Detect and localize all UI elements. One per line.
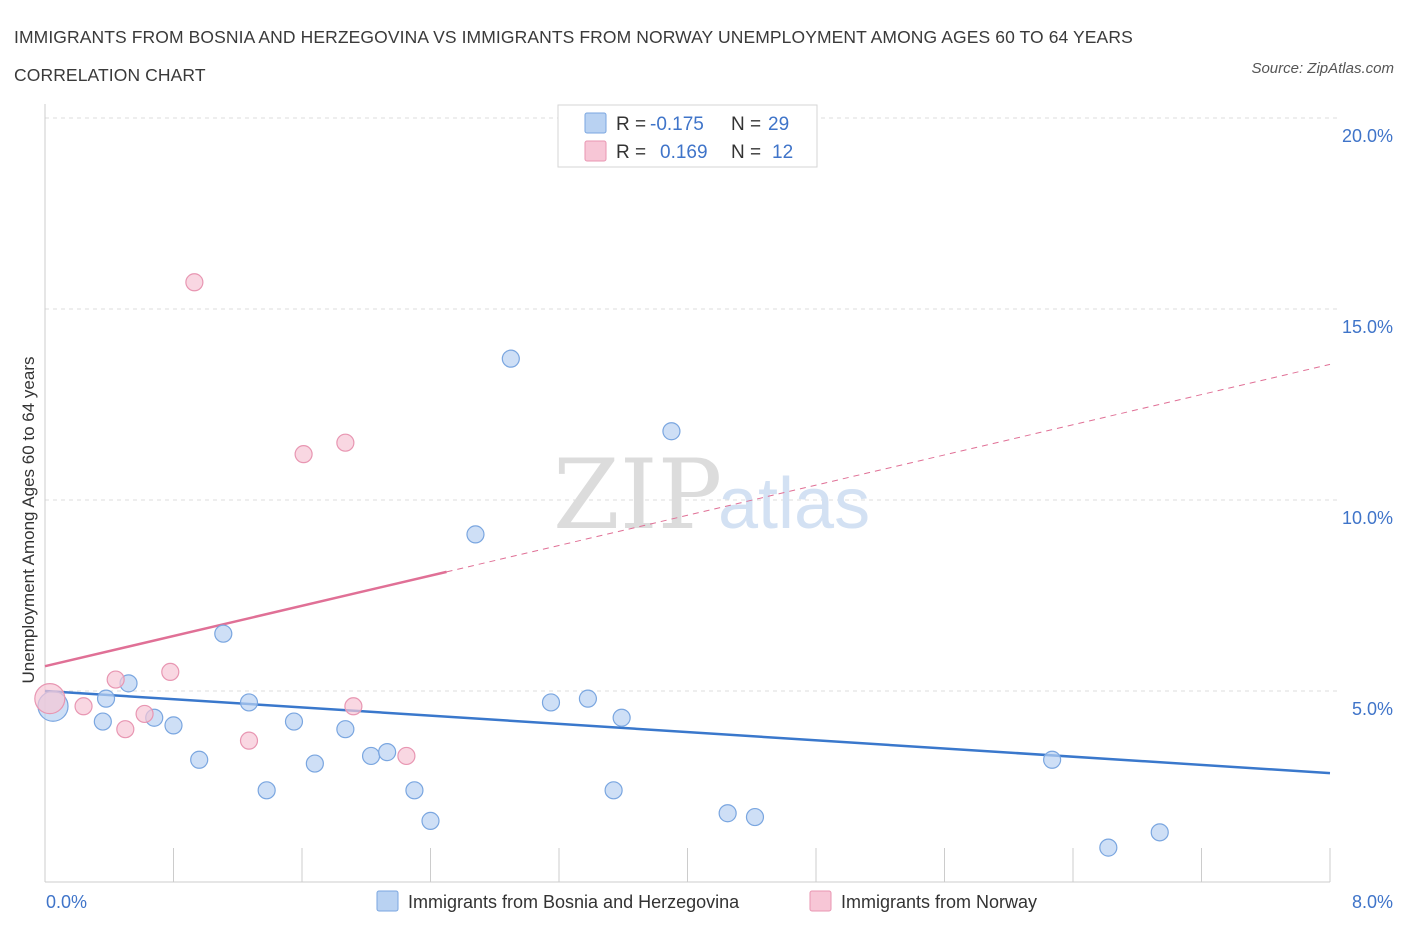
trend-line-norway-dashed <box>446 363 1331 573</box>
point-bosnia-16 <box>421 811 440 830</box>
x-tick-labels: 0.0% 8.0% <box>46 892 1393 912</box>
point-bosnia-17 <box>466 525 485 544</box>
y-axis-title: Unemployment Among Ages 60 to 64 years <box>19 357 38 684</box>
y-tick-label-1: 10.0% <box>1342 508 1393 528</box>
series-legend-label-norway[interactable]: Immigrants from Norway <box>841 892 1037 912</box>
series-legend-swatch-bosnia[interactable] <box>376 890 399 912</box>
point-bosnia-28 <box>1150 823 1169 842</box>
point-bosnia-1 <box>96 689 116 708</box>
stats-legend: R = -0.175 N = 29 R = 0.169 N = 12 <box>557 104 818 168</box>
point-bosnia-21 <box>604 781 623 800</box>
point-norway-3 <box>135 704 154 724</box>
grid-lines <box>45 117 1340 692</box>
point-norway-1 <box>74 697 93 716</box>
data-points <box>34 273 1169 857</box>
source-credit: Source: ZipAtlas.com <box>1251 60 1394 77</box>
point-norway-9 <box>344 697 363 716</box>
chart-title: IMMIGRANTS FROM BOSNIA AND HERZEGOVINA V… <box>14 27 1133 85</box>
point-bosnia-25 <box>745 807 765 827</box>
legend-n-label-norway: N = <box>731 142 761 163</box>
point-norway-8 <box>336 433 355 452</box>
trend-line-norway-solid <box>44 570 447 668</box>
point-norway-4 <box>161 662 180 682</box>
point-bosnia-22 <box>612 708 631 727</box>
point-bosnia-20 <box>578 689 598 708</box>
x-tick-label-1: 8.0% <box>1352 892 1393 912</box>
point-bosnia-13 <box>361 746 381 766</box>
legend-r-label-norway: R = <box>616 142 646 163</box>
point-bosnia-19 <box>541 693 561 712</box>
watermark-atlas: atlas <box>718 464 870 544</box>
point-bosnia-2 <box>93 712 112 731</box>
point-norway-6 <box>239 731 259 750</box>
point-norway-10 <box>397 746 416 766</box>
y-tick-label-3: 20.0% <box>1342 126 1393 146</box>
point-norway-0 <box>34 683 66 715</box>
point-bosnia-5 <box>164 716 183 735</box>
axes <box>44 104 1331 883</box>
series-legend-swatch-norway[interactable] <box>809 890 832 912</box>
point-norway-5 <box>185 273 204 292</box>
legend-swatch-bosnia <box>584 112 607 134</box>
legend-n-label-bosnia: N = <box>731 114 761 135</box>
point-bosnia-26 <box>1043 750 1062 769</box>
point-norway-7 <box>294 445 313 464</box>
point-norway-11 <box>116 720 135 739</box>
point-bosnia-24 <box>718 804 737 823</box>
legend-swatch-norway <box>584 140 607 162</box>
point-bosnia-11 <box>305 754 324 773</box>
y-tick-label-0: 5.0% <box>1352 699 1393 719</box>
point-bosnia-27 <box>1099 838 1118 857</box>
y-tick-labels: 5.0% 10.0% 15.0% 20.0% <box>1342 126 1393 719</box>
point-bosnia-14 <box>378 743 397 762</box>
point-bosnia-8 <box>239 693 259 712</box>
legend-n-value-bosnia: 29 <box>768 114 789 135</box>
point-bosnia-18 <box>501 349 520 368</box>
point-bosnia-10 <box>284 712 304 731</box>
legend-r-value-norway: 0.169 <box>660 142 708 163</box>
legend-r-value-bosnia: -0.175 <box>650 114 704 135</box>
point-bosnia-9 <box>257 781 276 800</box>
point-bosnia-6 <box>190 750 209 769</box>
x-tick-label-0: 0.0% <box>46 892 87 912</box>
trend-lines <box>44 363 1331 775</box>
watermark-zip: ZIP <box>553 439 722 551</box>
point-bosnia-7 <box>214 624 233 643</box>
legend-r-label-bosnia: R = <box>616 114 646 135</box>
point-bosnia-12 <box>336 720 355 739</box>
point-bosnia-15 <box>405 781 424 800</box>
trend-line-bosnia <box>44 689 1331 775</box>
point-bosnia-23 <box>662 422 681 441</box>
series-legend: Immigrants from Bosnia and Herzegovina I… <box>376 890 1037 912</box>
point-norway-2 <box>106 670 125 689</box>
watermark: ZIP atlas <box>553 439 870 551</box>
legend-n-value-norway: 12 <box>772 142 793 163</box>
series-legend-label-bosnia[interactable]: Immigrants from Bosnia and Herzegovina <box>408 892 740 912</box>
y-tick-label-2: 15.0% <box>1342 317 1393 337</box>
